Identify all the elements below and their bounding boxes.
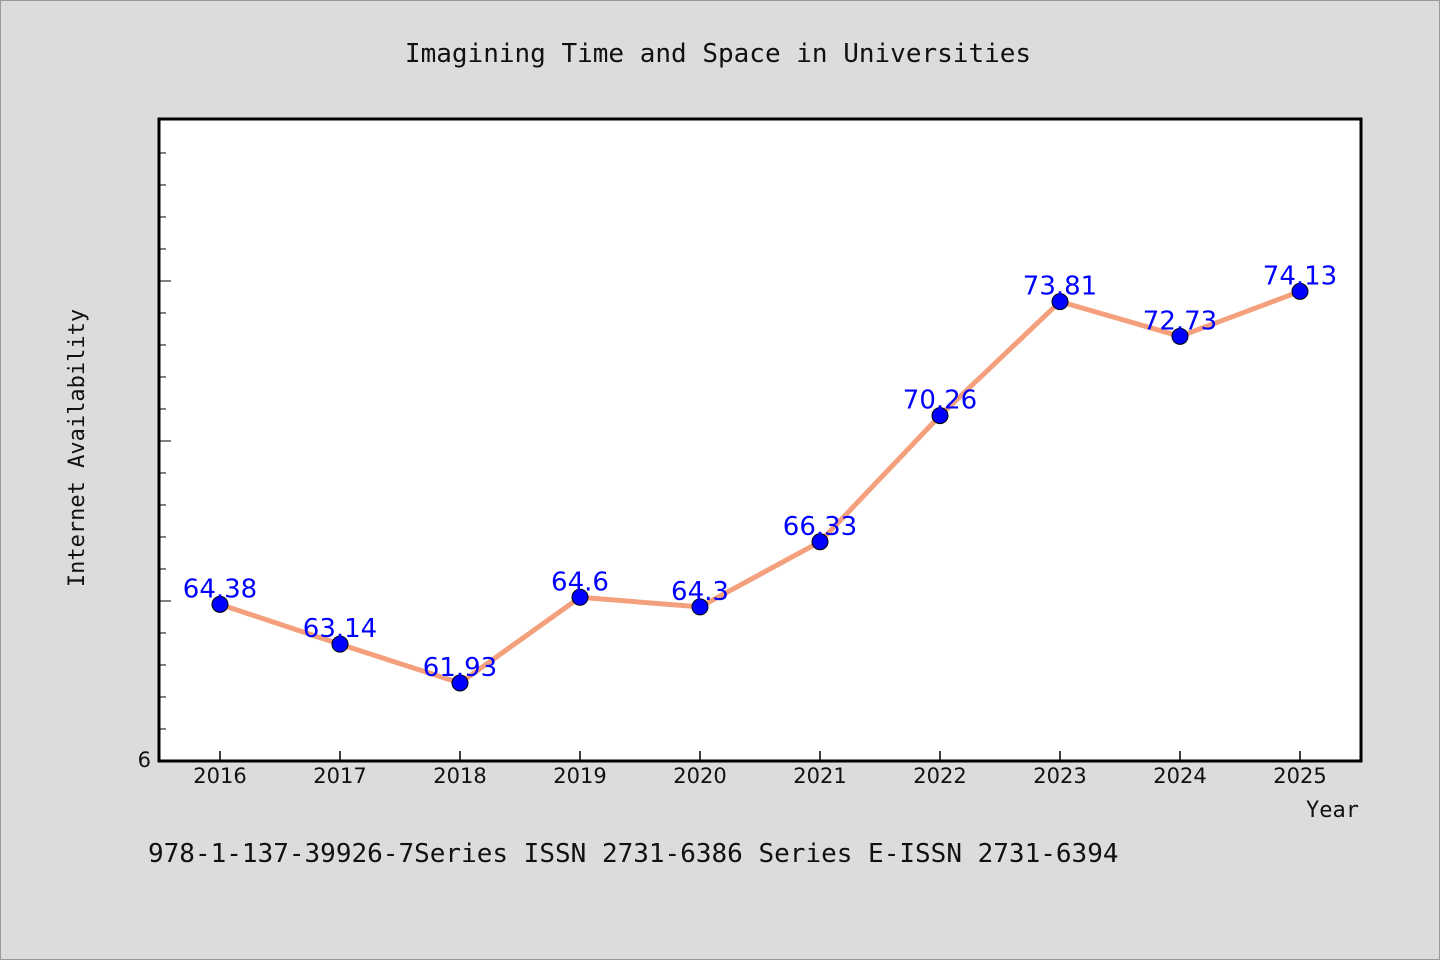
data-label: 73.81	[1023, 272, 1097, 302]
chart-title: Imagining Time and Space in Universities	[405, 39, 1031, 69]
x-tick-label: 2022	[913, 764, 966, 788]
x-tick-label: 2020	[673, 764, 726, 788]
data-label: 66.33	[783, 512, 857, 542]
data-label: 64.38	[183, 574, 257, 604]
data-label: 61.93	[423, 653, 497, 683]
data-label: 63.14	[303, 614, 377, 644]
x-axis-label: Year	[1306, 798, 1359, 823]
data-point	[1051, 293, 1069, 311]
x-tick-label: 2017	[313, 764, 366, 788]
data-point	[691, 598, 709, 616]
x-tick-label: 2024	[1153, 764, 1206, 788]
data-point	[331, 635, 349, 653]
footer-text: 978-1-137-39926-7Series ISSN 2731-6386 S…	[148, 839, 1119, 869]
x-tick-label: 2019	[553, 764, 606, 788]
data-point	[811, 533, 829, 551]
series-line	[217, 288, 1303, 686]
data-labels: 64.38 63.14 61.93 64.6 64.3 66.33 70.26 73.81 72…	[183, 261, 1337, 683]
y-axis-label: Internet Availability	[65, 309, 90, 587]
data-markers	[211, 282, 1309, 692]
data-label: 70.26	[903, 386, 977, 416]
data-point	[571, 588, 589, 606]
x-tick-label: 2016	[193, 764, 246, 788]
x-tick-labels: 2016 2017 2018 2019 2020 2021 2022 2023 2024 2025	[193, 764, 1326, 788]
y-minor-ticks	[159, 152, 171, 730]
x-tick-label: 2025	[1273, 764, 1326, 788]
x-tick-label: 2023	[1033, 764, 1086, 788]
data-point	[931, 407, 949, 425]
data-point	[1171, 327, 1189, 345]
y-tick-labels: 6	[138, 748, 151, 772]
x-ticks	[219, 751, 1301, 761]
data-label: 72.73	[1143, 306, 1217, 336]
data-label: 74.13	[1263, 261, 1337, 291]
x-tick-label: 2021	[793, 764, 846, 788]
data-point	[211, 595, 229, 613]
x-tick-label: 2018	[433, 764, 486, 788]
plot-area	[157, 117, 1363, 763]
data-point	[451, 674, 469, 692]
data-point	[1291, 282, 1309, 300]
y-tick-label: 6	[138, 748, 151, 772]
data-label: 64.6	[551, 567, 609, 597]
data-label: 64.3	[671, 577, 729, 607]
